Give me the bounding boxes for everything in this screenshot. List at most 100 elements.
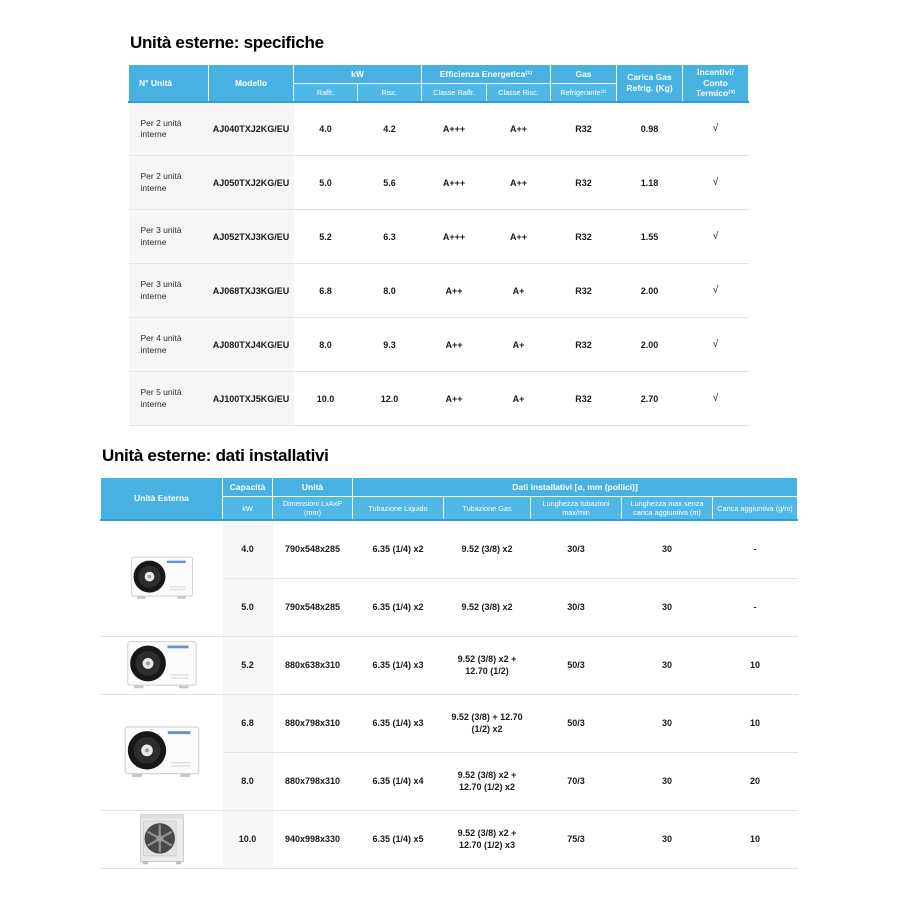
cell-carica: 2.70 [616, 371, 683, 427]
checkmark: √ [682, 101, 749, 157]
cell-lunghezza: 75/3 [530, 810, 622, 869]
cell-modello: AJ068TXJ3KG/EU [208, 263, 294, 319]
checkmark: √ [682, 209, 749, 265]
cell-classe-risc: A++ [486, 155, 551, 211]
cell-dimensioni: 790x548x285 [272, 578, 353, 637]
column-header-n-unita: N° Unità [128, 63, 209, 103]
cell-carica: 1.18 [616, 155, 683, 211]
column-header-refrigerante: Refrigerante⁽²⁾ [550, 82, 618, 103]
cell-classe-risc: A++ [486, 209, 551, 265]
cell-capacita: 8.0 [222, 752, 273, 811]
cell-capacita: 6.8 [222, 694, 273, 753]
cell-capacita: 5.0 [222, 578, 273, 637]
table-row: 5.2 880x638x310 6.35 (1/4) x3 9.52 (3/8)… [100, 636, 798, 695]
cell-n-unita: Per 2 unità interne [128, 155, 209, 211]
cell-modello: AJ052TXJ3KG/EU [208, 209, 294, 265]
cell-tubazione-gas: 9.52 (3/8) x2 + 12.70 (1/2) x2 [443, 752, 531, 811]
column-header-lunghezza-tubazioni: Lunghezza tubazioni max/min [530, 496, 622, 522]
cell-tubazione-liquido: 6.35 (1/4) x2 [352, 520, 444, 579]
cell-lunghezza-max: 30 [621, 752, 713, 811]
cell-classe-raffr: A+++ [421, 101, 487, 157]
table-row: 6.8 880x798x310 6.35 (1/4) x3 9.52 (3/8)… [100, 694, 798, 811]
table-row: 10.0 940x998x330 6.35 (1/4) x5 9.52 (3/8… [100, 810, 798, 869]
cell-gas: R32 [550, 155, 617, 211]
cell-lunghezza-max: 30 [621, 636, 713, 695]
cell-tubazione-gas: 9.52 (3/8) x2 + 12.70 (1/2) [443, 636, 531, 695]
cell-lunghezza: 50/3 [530, 694, 622, 753]
cell-gas: R32 [550, 371, 617, 427]
cell-raffr: 5.2 [293, 209, 358, 265]
page-title-installation: Unità esterne: dati installativi [102, 446, 329, 465]
cell-classe-raffr: A+++ [421, 209, 487, 265]
column-header-raffr: Raffr. [293, 82, 358, 103]
column-header-unita-esterna: Unità Esterna [100, 477, 223, 522]
cell-lunghezza-max: 30 [621, 578, 713, 637]
page-title-specifications: Unità esterne: specifiche [130, 33, 324, 52]
cell-dimensioni: 940x998x330 [272, 810, 353, 869]
column-header-lunghezza-max: Lunghezza max senza carica aggiuntiva (m… [621, 496, 713, 522]
cell-carica: 2.00 [616, 317, 683, 373]
cell-capacita: 10.0 [222, 810, 273, 869]
cell-tubazione-gas: 9.52 (3/8) x2 [443, 578, 531, 637]
column-group-kw: kW [293, 64, 422, 84]
column-group-gas: Gas [550, 64, 618, 84]
cell-carica-aggiuntiva: 10 [712, 636, 798, 695]
table-row: Per 4 unità interne AJ080TXJ4KG/EU 8.0 9… [128, 317, 749, 373]
specifications-table: N° Unità Modello kW Efficienza Energetic… [128, 63, 750, 427]
column-header-tubazione-gas: Tubazione Gas [443, 496, 531, 522]
cell-raffr: 5.0 [293, 155, 358, 211]
cell-dimensioni: 880x798x310 [272, 694, 353, 753]
cell-carica-aggiuntiva: 10 [712, 810, 798, 869]
column-header-incentivi: Incentivi/ Conto Termico⁽³⁾ [682, 63, 750, 103]
cell-capacita: 4.0 [222, 520, 273, 579]
cell-tubazione-liquido: 6.35 (1/4) x3 [352, 694, 444, 753]
column-header-dimensioni: Dimensioni LxAxP (mm) [272, 496, 353, 522]
cell-gas: R32 [550, 209, 617, 265]
cell-raffr: 8.0 [293, 317, 358, 373]
cell-risc: 9.3 [357, 317, 422, 373]
cell-risc: 4.2 [357, 101, 422, 157]
table-row: 4.0 790x548x285 6.35 (1/4) x2 9.52 (3/8)… [100, 520, 798, 637]
cell-carica-aggiuntiva: - [712, 578, 798, 637]
cell-n-unita: Per 2 unità interne [128, 101, 209, 157]
column-header-modello: Modello [208, 63, 294, 103]
table-row: Per 5 unità interne AJ100TXJ5KG/EU 10.0 … [128, 371, 749, 427]
cell-classe-risc: A++ [486, 101, 551, 157]
cell-tubazione-liquido: 6.35 (1/4) x3 [352, 636, 444, 695]
installation-table: Unità Esterna Capacità Unità Dati instal… [100, 477, 799, 869]
cell-tubazione-gas: 9.52 (3/8) + 12.70 (1/2) x2 [443, 694, 531, 753]
column-header-carica-gas: Carica Gas Refrig. (Kg) [616, 63, 684, 103]
cell-gas: R32 [550, 101, 617, 157]
cell-lunghezza: 30/3 [530, 578, 622, 637]
column-group-efficienza: Efficienza Energetica⁽¹⁾ [420, 64, 552, 84]
cell-n-unita: Per 4 unità interne [128, 317, 209, 373]
cell-classe-raffr: A++ [421, 317, 487, 373]
cell-risc: 12.0 [357, 371, 422, 427]
cell-risc: 6.3 [357, 209, 422, 265]
cell-n-unita: Per 3 unità interne [128, 263, 209, 319]
section-specifications: Unità esterne: specifiche N° Unità Model… [128, 33, 750, 427]
cell-n-unita: Per 5 unità interne [128, 371, 209, 427]
table-row: Per 3 unità interne AJ052TXJ3KG/EU 5.2 6… [128, 209, 749, 265]
column-header-carica-aggiuntiva: Carica aggiuntiva (g/m) [711, 496, 799, 522]
column-group-dati-installativi: Dati installativi [ø, mm (pollici)] [351, 477, 799, 497]
column-header-classe-raffr: Classe Raffr. [421, 82, 487, 103]
cell-tubazione-gas: 9.52 (3/8) x2 + 12.70 (1/2) x3 [443, 810, 531, 869]
cell-classe-risc: A+ [486, 371, 551, 427]
cell-modello: AJ100TXJ5KG/EU [208, 371, 294, 427]
checkmark: √ [682, 317, 749, 373]
table-row: Per 3 unità interne AJ068TXJ3KG/EU 6.8 8… [128, 263, 749, 319]
cell-tubazione-liquido: 6.35 (1/4) x4 [352, 752, 444, 811]
cell-lunghezza: 50/3 [530, 636, 622, 695]
cell-carica: 0.98 [616, 101, 683, 157]
checkmark: √ [682, 263, 749, 319]
column-group-capacita: Capacità [222, 477, 273, 497]
table-row: 8.0 880x798x310 6.35 (1/4) x4 9.52 (3/8)… [101, 752, 798, 811]
cell-n-unita: Per 3 unità interne [128, 209, 209, 265]
cell-modello: AJ040TXJ2KG/EU [208, 101, 294, 157]
column-group-unita: Unità [272, 477, 353, 497]
cell-tubazione-gas: 9.52 (3/8) x2 [443, 520, 531, 579]
outdoor-unit-photo-small [100, 520, 223, 637]
outdoor-unit-photo-medium [100, 636, 223, 695]
column-header-risc: Risc. [357, 82, 422, 103]
